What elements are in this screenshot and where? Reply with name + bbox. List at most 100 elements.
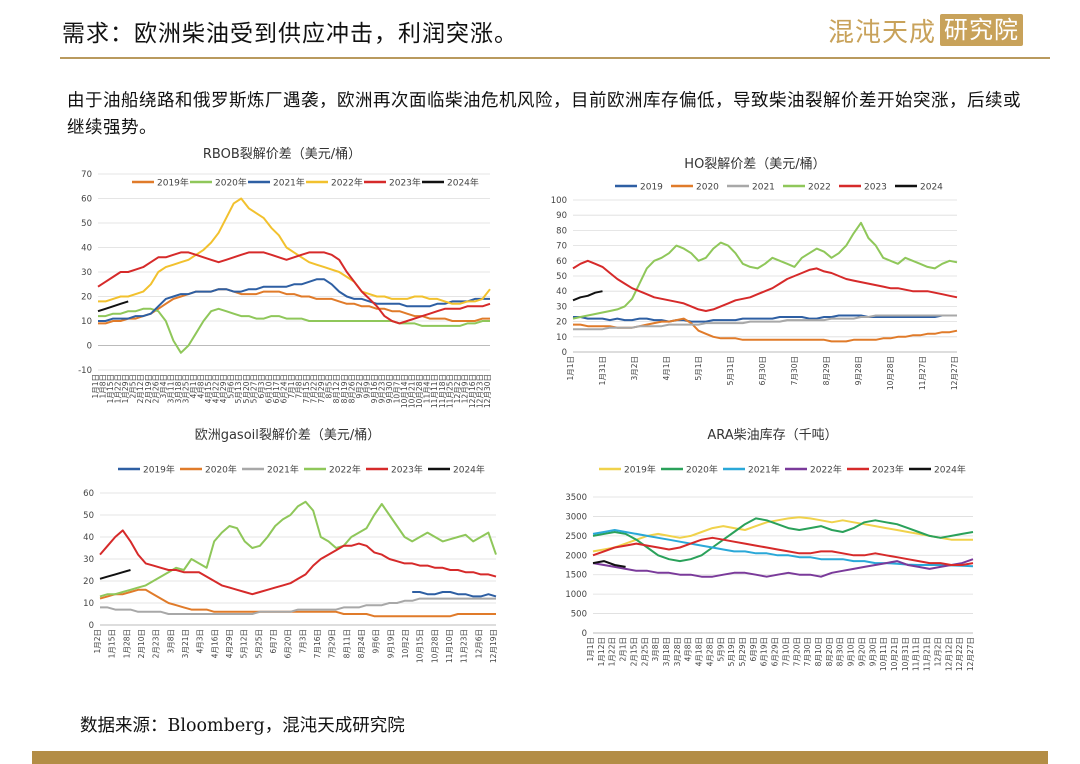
x-tick-label: 10月28日 (886, 356, 895, 390)
page-title: 需求：欧洲柴油受到供应冲击，利润突涨。 (62, 21, 518, 47)
x-tick-label: 9月30日 (385, 374, 394, 403)
x-tick-label: 2月5日 (129, 374, 138, 399)
series-line-2020年 (98, 307, 490, 354)
x-tick-label: 9月28日 (854, 356, 863, 385)
chart-title: HO裂解价差（美元/桶） (684, 157, 825, 172)
x-tick-label: 3月18日 (174, 374, 183, 403)
x-tick-label: 6月9日 (749, 637, 758, 662)
legend-label: 2023年 (389, 177, 421, 189)
x-tick-label: 12月22日 (955, 637, 964, 671)
x-tick-label: 5月19日 (727, 637, 736, 666)
x-tick-label: 7月16日 (313, 629, 322, 658)
legend-label: 2024年 (447, 177, 479, 189)
y-tick-label: 2500 (565, 532, 587, 542)
x-tick-label: 3月21日 (181, 629, 190, 658)
y-tick-label: 40 (81, 244, 92, 254)
series-line-2024年 (99, 569, 131, 580)
y-tick-label: 0 (582, 629, 587, 639)
x-tick-label: 10月15日 (416, 629, 425, 663)
x-tick-label: 4月8日 (684, 637, 693, 662)
x-tick-label: 1月22日 (608, 637, 617, 666)
x-tick-label: 11月27日 (918, 356, 927, 390)
x-tick-label: 10月28日 (430, 629, 439, 663)
legend-label: 2022年 (810, 464, 842, 476)
x-tick-label: 8月24日 (357, 629, 366, 658)
x-tick-label: 12月2日 (453, 374, 462, 403)
x-tick-label: 8月20日 (825, 637, 834, 666)
x-tick-label: 10月2日 (401, 629, 410, 658)
legend-label: 2024年 (453, 464, 485, 476)
x-tick-label: 6月7日 (269, 629, 278, 654)
x-tick-label: 11月4日 (423, 374, 432, 403)
x-tick-label: 9月30日 (868, 637, 877, 666)
x-tick-label: 5月6日 (227, 374, 236, 399)
legend-label: 2023年 (391, 464, 423, 476)
x-tick-label: 12月16日 (468, 374, 477, 408)
legend-label: 2021年 (267, 464, 299, 476)
legend-label: 2020年 (215, 177, 247, 189)
y-tick-label: 10 (556, 333, 567, 343)
x-tick-label: 3月11日 (166, 374, 175, 403)
legend-label: 2021年 (273, 177, 305, 189)
y-tick-label: 90 (556, 211, 567, 221)
x-tick-label: 7月20日 (792, 637, 801, 666)
data-source: 数据来源：Bloomberg，混沌天成研究院 (80, 716, 405, 736)
legend-label: 2019年 (624, 464, 656, 476)
x-tick-label: 10月28日 (415, 374, 424, 408)
x-tick-label: 12月12日 (944, 637, 953, 671)
y-tick-label: 50 (83, 511, 94, 521)
x-tick-label: 2月10日 (137, 629, 146, 658)
x-tick-label: 4月3日 (196, 629, 205, 654)
x-tick-label: 1月22日 (114, 374, 123, 403)
x-tick-label: 5月20日 (242, 374, 251, 403)
x-tick-label: 5月1日 (694, 356, 703, 381)
x-tick-label: 9月16日 (370, 374, 379, 403)
x-tick-label: 10月21日 (890, 637, 899, 671)
series-line-2022年 (98, 197, 491, 305)
x-tick-label: 1月15日 (108, 629, 117, 658)
series-line-2019年 (98, 288, 490, 325)
x-tick-label: 3月8日 (166, 629, 175, 654)
x-tick-label: 6月29日 (771, 637, 780, 666)
x-tick-label: 6月3日 (257, 374, 266, 399)
series-line-2021年 (98, 278, 490, 322)
x-tick-label: 8月30日 (836, 637, 845, 666)
x-tick-label: 8月10日 (814, 637, 823, 666)
ho-crack-chart: HO裂解价差（美元/桶） 2019 2020 2021 2022 2023 2024 0 10 2… (551, 157, 959, 390)
y-tick-label: 3000 (565, 512, 587, 522)
y-tick-label: 10 (83, 599, 94, 609)
x-tick-label: 7月15日 (302, 374, 311, 403)
series-line-2021年 (100, 597, 496, 615)
x-tick-label: 1月28日 (122, 629, 131, 658)
legend-label: 2024 (920, 183, 943, 193)
y-tick-label: 70 (81, 170, 92, 180)
legend-label: 2019 (640, 183, 663, 193)
series-line-2022 (572, 221, 958, 320)
y-tick-label: 20 (556, 318, 567, 328)
x-tick-label: 8月11日 (342, 629, 351, 658)
y-tick-label: 50 (81, 219, 92, 229)
x-tick-label: 10月14日 (400, 374, 409, 408)
x-tick-label: 3月28日 (673, 637, 682, 666)
y-tick-label: 30 (83, 555, 94, 565)
x-tick-label: 7月3日 (298, 629, 307, 654)
x-tick-label: 4月22日 (212, 374, 221, 403)
x-tick-label: 1月1日 (586, 637, 595, 662)
y-tick-label: 20 (81, 293, 92, 303)
x-tick-label: 7月8日 (295, 374, 304, 399)
y-tick-label: 100 (551, 196, 567, 206)
x-tick-label: 5月27日 (249, 374, 258, 403)
y-tick-label: 1500 (565, 571, 587, 581)
x-tick-label: 1月12日 (597, 637, 606, 666)
legend-label: 2020 (696, 183, 719, 193)
x-tick-label: 10月31日 (901, 637, 910, 671)
x-tick-label: 1月1日 (91, 374, 100, 399)
y-tick-label: 0 (89, 621, 94, 631)
y-tick-label: 1000 (565, 590, 587, 600)
y-tick-label: 10 (81, 317, 92, 327)
x-tick-label: 7月1日 (287, 374, 296, 399)
x-tick-label: 2月25日 (640, 637, 649, 666)
x-tick-label: 1月31日 (598, 356, 607, 385)
x-tick-label: 9月2日 (355, 374, 364, 399)
y-tick-label: -10 (78, 366, 92, 376)
